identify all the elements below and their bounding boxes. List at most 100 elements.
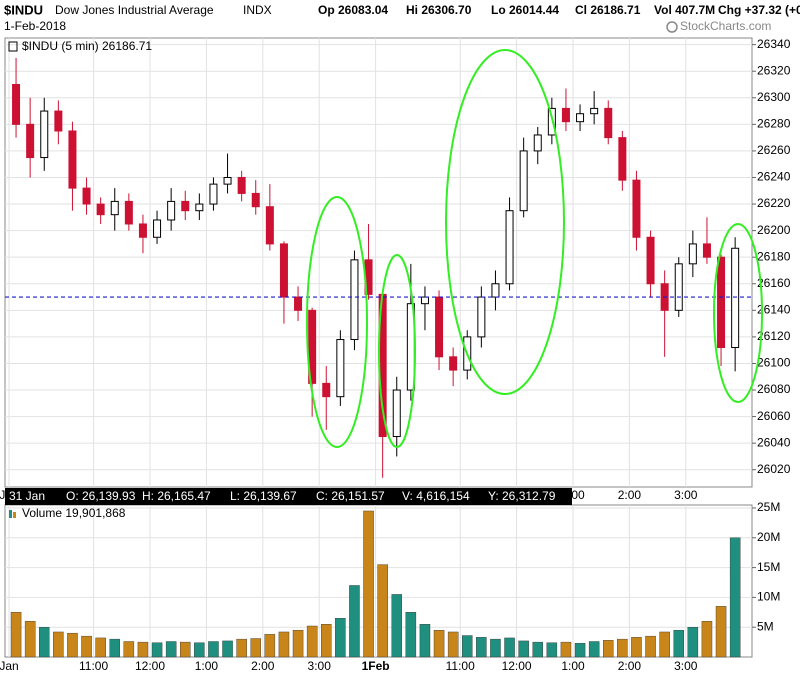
volume-bar xyxy=(67,632,78,658)
candle-body xyxy=(449,356,458,371)
candle-body xyxy=(279,243,288,298)
candle-body xyxy=(209,183,218,205)
volume-bar xyxy=(264,634,276,658)
y-tick-label: 26040 xyxy=(757,435,791,449)
y-tick-label: 5M xyxy=(757,619,774,633)
y-tick-label: 15M xyxy=(757,560,780,574)
candle-body xyxy=(547,107,556,136)
candle-body xyxy=(477,296,486,338)
price-panel xyxy=(4,37,753,488)
y-tick-label: 26060 xyxy=(757,409,791,423)
candle-body xyxy=(350,259,359,341)
candle-body xyxy=(336,339,345,398)
candle-body xyxy=(96,203,105,216)
candle-body xyxy=(124,200,133,225)
volume-legend: Volume 19,901,868 xyxy=(22,506,126,520)
candle-body xyxy=(294,296,303,311)
volume-bar xyxy=(39,626,50,658)
quote: Op 26083.04 xyxy=(318,3,388,17)
x-tick-label: 2:00 xyxy=(618,659,642,673)
candle-body xyxy=(561,107,570,123)
y-tick-label: 26080 xyxy=(757,382,791,396)
volume-bar xyxy=(546,642,558,658)
candle-body xyxy=(505,210,514,285)
volume-bar xyxy=(645,635,656,658)
info-value: C: 26,151.57 xyxy=(316,489,385,503)
volume-bar xyxy=(109,638,120,658)
volume-bar xyxy=(574,643,586,658)
candle-body xyxy=(322,382,331,398)
legend-icon xyxy=(13,512,16,518)
x-tick-label: 1Feb xyxy=(362,659,390,673)
price-legend: $INDU (5 min) 26186.71 xyxy=(22,39,152,53)
candle-body xyxy=(12,83,21,125)
candle-body xyxy=(731,247,740,349)
quote: Cl 26186.71 xyxy=(575,3,641,17)
candle-body xyxy=(181,200,190,212)
volume-bar xyxy=(532,641,544,658)
x-tick-label: 1:00 xyxy=(195,659,219,673)
volume-bar xyxy=(729,537,741,658)
info-value: O: 26,139.93 xyxy=(66,489,136,503)
volume-bar xyxy=(659,631,670,658)
highlight-ellipse xyxy=(378,254,416,448)
date: 1-Feb-2018 xyxy=(4,19,66,33)
volume-bar xyxy=(617,638,628,658)
y-tick-label: 26300 xyxy=(757,90,791,104)
volume-bar xyxy=(447,631,459,658)
volume-bar xyxy=(476,637,487,658)
volume-bar xyxy=(462,635,473,658)
info-date: 31 Jan xyxy=(9,489,45,503)
volume-bar xyxy=(405,612,417,658)
legend-icon xyxy=(8,41,18,52)
candle-body xyxy=(646,236,655,285)
volume-bar xyxy=(349,585,360,658)
x-tick-label: 3:00 xyxy=(308,659,332,673)
y-tick-label: 26140 xyxy=(757,302,791,316)
legend-icon xyxy=(9,510,12,518)
info-value: L: 26,139.67 xyxy=(230,489,297,503)
y-tick-label: 25M xyxy=(757,500,780,514)
volume-bar xyxy=(433,629,445,658)
x-tick-label: Jan xyxy=(0,659,19,673)
candle-body xyxy=(688,243,697,265)
highlight-ellipse xyxy=(306,196,368,448)
volume-bar xyxy=(165,641,177,658)
x-tick-label: 1:00 xyxy=(561,659,585,673)
highlight-ellipse xyxy=(445,49,565,395)
volume-bar xyxy=(631,637,642,658)
candle-body xyxy=(420,296,429,305)
candle-body xyxy=(604,107,613,139)
volume-bar xyxy=(490,638,501,658)
candle-body xyxy=(82,187,91,205)
volume-bar xyxy=(194,642,205,658)
candle-body xyxy=(138,223,147,238)
candle-body xyxy=(237,176,246,194)
volume-bar xyxy=(377,564,388,658)
volume-bar xyxy=(588,641,600,658)
candle-body xyxy=(167,200,176,221)
candle-body xyxy=(54,110,63,132)
volume-bar xyxy=(603,640,614,658)
candle-body xyxy=(491,283,500,298)
y-tick-label: 20M xyxy=(757,530,780,544)
volume-bar xyxy=(687,626,699,658)
quote: Vol 407.7M xyxy=(654,3,715,17)
volume-bar xyxy=(123,641,135,658)
volume-bar xyxy=(335,618,346,658)
y-tick-label: 26020 xyxy=(757,462,791,476)
volume-bar xyxy=(419,624,431,658)
quote: Lo 26014.44 xyxy=(491,3,559,17)
volume-bar xyxy=(137,641,149,658)
candle-body xyxy=(674,263,683,311)
y-tick-label: 26220 xyxy=(757,196,791,210)
volume-bar xyxy=(236,638,247,658)
y-tick-label: 26200 xyxy=(757,223,791,237)
y-tick-label: 10M xyxy=(757,590,780,604)
candle-body xyxy=(533,134,542,152)
volume-bar xyxy=(179,641,191,658)
volume-bar xyxy=(701,621,713,658)
quote: Chg +37.32 (+0.14%) xyxy=(718,3,800,17)
candle-body xyxy=(519,150,528,212)
